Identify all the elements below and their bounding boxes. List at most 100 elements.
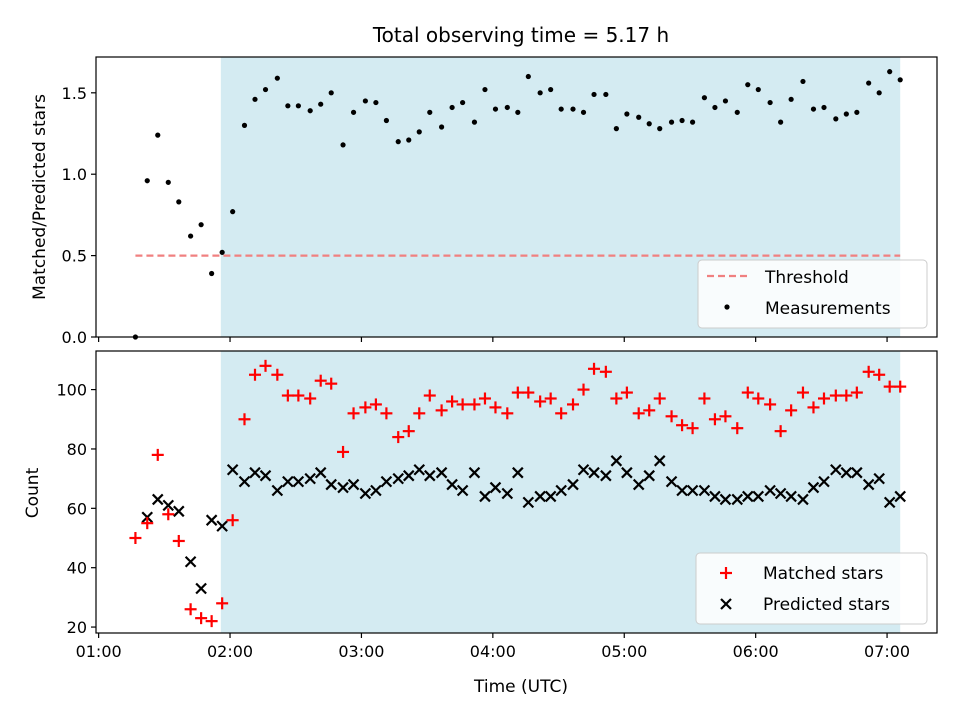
matched-star-marker xyxy=(599,365,612,378)
matched-star-marker xyxy=(796,386,809,399)
predicted-star-marker xyxy=(238,475,251,488)
top-legend-box xyxy=(697,259,928,329)
measurement-point xyxy=(318,101,324,107)
predicted-star-marker xyxy=(709,490,721,503)
measurement-point xyxy=(406,137,412,143)
matched-star-marker xyxy=(216,597,229,610)
predicted-star-marker xyxy=(577,463,590,476)
predicted-star-points xyxy=(141,455,906,595)
matched-star-marker xyxy=(632,407,645,420)
matched-star-marker xyxy=(534,395,547,408)
measurement-point xyxy=(241,122,248,128)
measurement-point xyxy=(745,82,751,88)
measurement-point xyxy=(788,96,794,102)
measurement-point xyxy=(800,78,806,85)
matched-star-marker xyxy=(698,392,711,405)
predicted-star-marker xyxy=(610,455,623,467)
bottom-plot-frame xyxy=(95,350,938,634)
matched-star-marker xyxy=(380,407,393,420)
matched-star-marker xyxy=(325,377,338,390)
matched-star-marker xyxy=(314,374,327,387)
matched-star-marker xyxy=(862,365,875,378)
measurement-point xyxy=(646,121,652,127)
bottom-y-axis-label: Count xyxy=(23,467,43,518)
predicted-star-marker xyxy=(282,475,294,488)
top-y-ticks: 0.0 0.5 1.0 1.5 xyxy=(62,84,96,347)
predicted-star-marker xyxy=(555,484,567,497)
y-tick-label: 0.0 xyxy=(62,328,87,347)
measurement-points xyxy=(132,69,903,340)
measurement-point xyxy=(679,117,685,124)
predicted-star-marker xyxy=(731,493,744,506)
bottom-legend-box xyxy=(695,552,928,625)
matched-star-marker xyxy=(226,514,239,527)
measurement-point xyxy=(624,111,630,117)
measurement-point xyxy=(482,86,488,93)
matched-star-points xyxy=(129,359,907,628)
matched-star-marker xyxy=(653,392,666,405)
measurement-point xyxy=(328,90,334,96)
chart-title: Total observing time = 5.17 h xyxy=(372,23,669,47)
legend-matched-label: Matched stars xyxy=(763,564,883,584)
matched-star-marker xyxy=(337,445,350,458)
measurement-point xyxy=(209,270,215,277)
bottom-legend: Matched stars Predicted stars xyxy=(695,552,928,625)
measurement-point xyxy=(558,106,564,112)
top-x-ticks xyxy=(98,337,888,342)
measurement-point xyxy=(383,117,390,124)
measurement-point xyxy=(636,114,642,120)
measurement-point xyxy=(504,104,510,111)
matched-star-marker xyxy=(151,448,164,461)
predicted-star-marker xyxy=(501,487,514,500)
measurement-point xyxy=(767,99,773,106)
predicted-star-marker xyxy=(489,481,502,494)
measurement-point xyxy=(548,86,554,93)
matched-star-marker xyxy=(304,392,317,405)
matched-star-marker xyxy=(195,612,208,625)
matched-star-marker xyxy=(850,386,863,399)
matched-star-marker xyxy=(785,404,798,417)
predicted-star-marker xyxy=(698,484,711,497)
matched-star-marker xyxy=(359,401,372,414)
predicted-star-marker xyxy=(686,484,699,497)
measurement-point xyxy=(460,99,466,106)
matched-star-marker xyxy=(249,368,262,381)
bottom-y-ticks: 20 40 60 80 100 xyxy=(56,381,96,637)
measurement-point xyxy=(755,86,761,93)
bottom-panel: 20 40 60 80 100 01:00 02:00 03:00 04:00 05:00 06:… xyxy=(23,350,938,697)
predicted-star-marker xyxy=(719,493,732,506)
top-y-axis-label: Matched/Predicted stars xyxy=(30,94,50,300)
matched-star-marker xyxy=(347,407,360,420)
measurement-point xyxy=(591,91,597,98)
measurement-point xyxy=(537,90,543,96)
matched-star-marker xyxy=(817,392,830,405)
predicted-star-marker xyxy=(764,484,776,497)
predicted-star-marker xyxy=(600,469,612,482)
measurement-point xyxy=(155,132,161,138)
predicted-star-marker xyxy=(818,475,830,488)
legend-threshold-label: Threshold xyxy=(764,268,849,288)
measurement-point xyxy=(843,111,849,117)
measurement-point xyxy=(449,104,455,111)
predicted-star-marker xyxy=(621,466,633,479)
y-tick-label: 20 xyxy=(67,618,87,637)
matched-star-marker xyxy=(883,380,896,393)
predicted-star-marker xyxy=(325,478,337,491)
predicted-star-marker xyxy=(216,520,228,532)
matched-star-marker xyxy=(446,395,459,408)
predicted-star-marker xyxy=(873,472,885,485)
measurement-point xyxy=(198,222,204,228)
measurement-point xyxy=(712,104,718,111)
measurement-point xyxy=(854,109,860,115)
predicted-star-marker xyxy=(862,478,875,491)
measurement-point xyxy=(471,119,478,125)
matched-star-marker xyxy=(731,422,744,435)
matched-star-marker xyxy=(489,401,502,414)
legend-predicted-swatch xyxy=(720,598,732,610)
predicted-star-marker xyxy=(840,466,853,479)
predicted-star-marker xyxy=(643,469,655,482)
measurement-point xyxy=(340,142,346,148)
matched-star-marker xyxy=(281,389,294,402)
predicted-star-marker xyxy=(567,478,579,491)
